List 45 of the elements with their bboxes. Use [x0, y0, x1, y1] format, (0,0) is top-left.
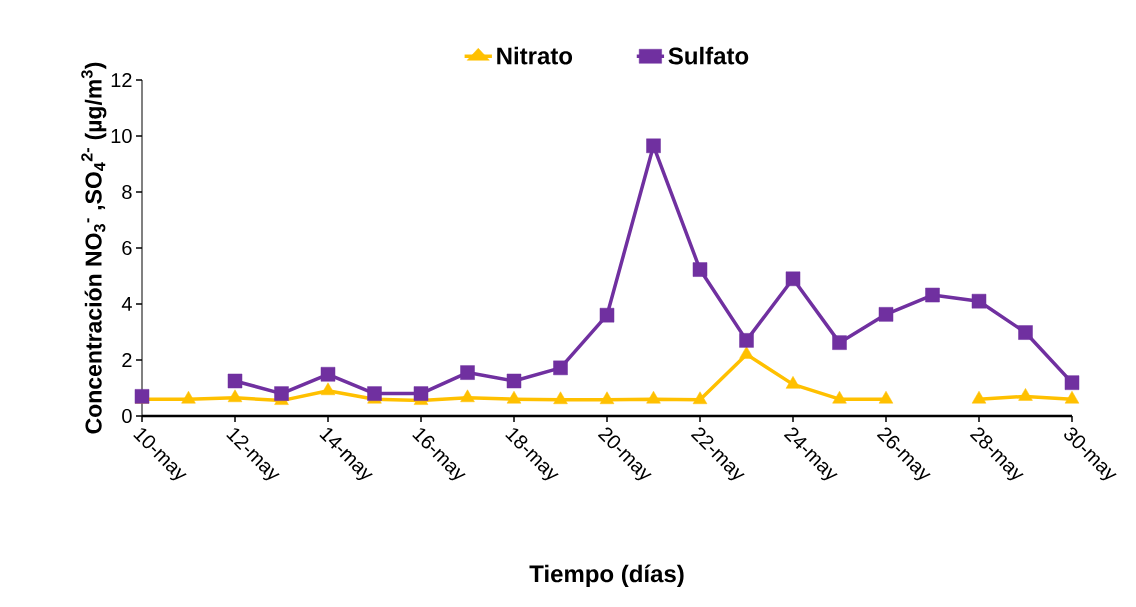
point — [785, 271, 801, 287]
y-tick-label: 6 — [122, 240, 132, 256]
legend-label: Sulfato — [668, 46, 749, 65]
point — [878, 307, 894, 322]
point — [553, 360, 568, 376]
point — [692, 262, 708, 277]
point — [646, 390, 661, 404]
point — [692, 391, 708, 404]
point — [274, 386, 289, 401]
x-axis-title: Tiempo (días) — [529, 564, 684, 588]
point — [1064, 375, 1080, 390]
legend-label: Nitrato — [497, 46, 573, 65]
point — [460, 365, 475, 380]
point — [832, 390, 847, 404]
point — [1018, 325, 1033, 340]
point — [599, 307, 615, 323]
y-tick-label: 8 — [122, 184, 132, 200]
point — [1018, 388, 1033, 401]
point — [971, 293, 987, 309]
y-tick-label: 12 — [111, 73, 132, 87]
point — [1064, 390, 1080, 404]
point — [181, 390, 196, 404]
point — [553, 391, 568, 404]
point — [320, 382, 336, 396]
point — [785, 376, 801, 389]
point — [227, 389, 243, 403]
point — [320, 367, 336, 382]
point — [413, 386, 429, 401]
text: Concentración NO$_{3}$$^{-}$ ,SO$_{4}$$^{2-}$ (µg/m$^{3}$) — [81, 62, 107, 434]
y-tick-label: 10 — [111, 128, 132, 144]
y-tick-label: 2 — [122, 353, 132, 367]
point — [367, 386, 382, 401]
point — [460, 389, 475, 403]
y-tick-label: 0 — [122, 408, 132, 424]
point — [739, 346, 754, 359]
y-tick-label: 4 — [121, 297, 132, 311]
point — [227, 373, 243, 389]
point — [506, 373, 522, 389]
point — [878, 390, 894, 404]
point — [925, 287, 940, 303]
point — [971, 390, 987, 404]
point — [506, 390, 522, 404]
point — [739, 333, 754, 348]
point — [832, 335, 847, 350]
point — [599, 391, 615, 404]
